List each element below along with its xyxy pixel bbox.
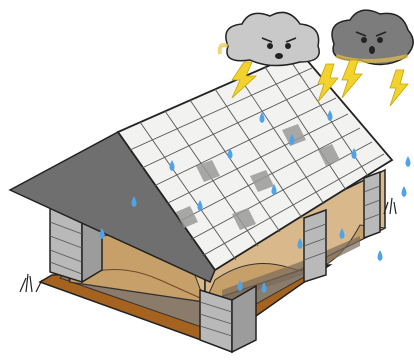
raindrop-icon <box>401 186 407 197</box>
grass-tuft-icon <box>383 197 397 215</box>
raindrop-icon <box>169 160 175 171</box>
lightning-bolt-icon <box>341 59 363 99</box>
lightning-bolt-icon <box>317 63 339 103</box>
raindrop-icon <box>227 148 233 159</box>
raindrop-icon <box>351 148 357 159</box>
lightning-bolt-icon <box>231 61 258 99</box>
raindrops <box>99 110 411 293</box>
tile-roof <box>8 50 394 284</box>
lightning-bolt-icon <box>389 69 409 107</box>
raindrop-icon <box>261 282 267 293</box>
raindrop-icon <box>99 228 105 239</box>
raindrop-icon <box>197 200 203 211</box>
angry-cloud-icon <box>225 11 320 67</box>
storm-clouds <box>217 9 414 67</box>
raindrop-icon <box>339 228 345 239</box>
raindrop-icon <box>377 250 383 261</box>
raindrop-icon <box>131 196 137 207</box>
grass-tufts <box>19 197 397 293</box>
raindrop-icon <box>327 110 333 121</box>
raindrop-icon <box>259 112 265 123</box>
raindrop-icon <box>405 156 411 167</box>
lightning-bolts <box>231 59 409 107</box>
grass-tuft-icon <box>19 273 43 293</box>
raindrop-icon <box>271 184 277 195</box>
raindrop-icon <box>297 238 303 249</box>
raindrop-icon <box>237 280 243 291</box>
raindrop-icon <box>289 134 295 145</box>
